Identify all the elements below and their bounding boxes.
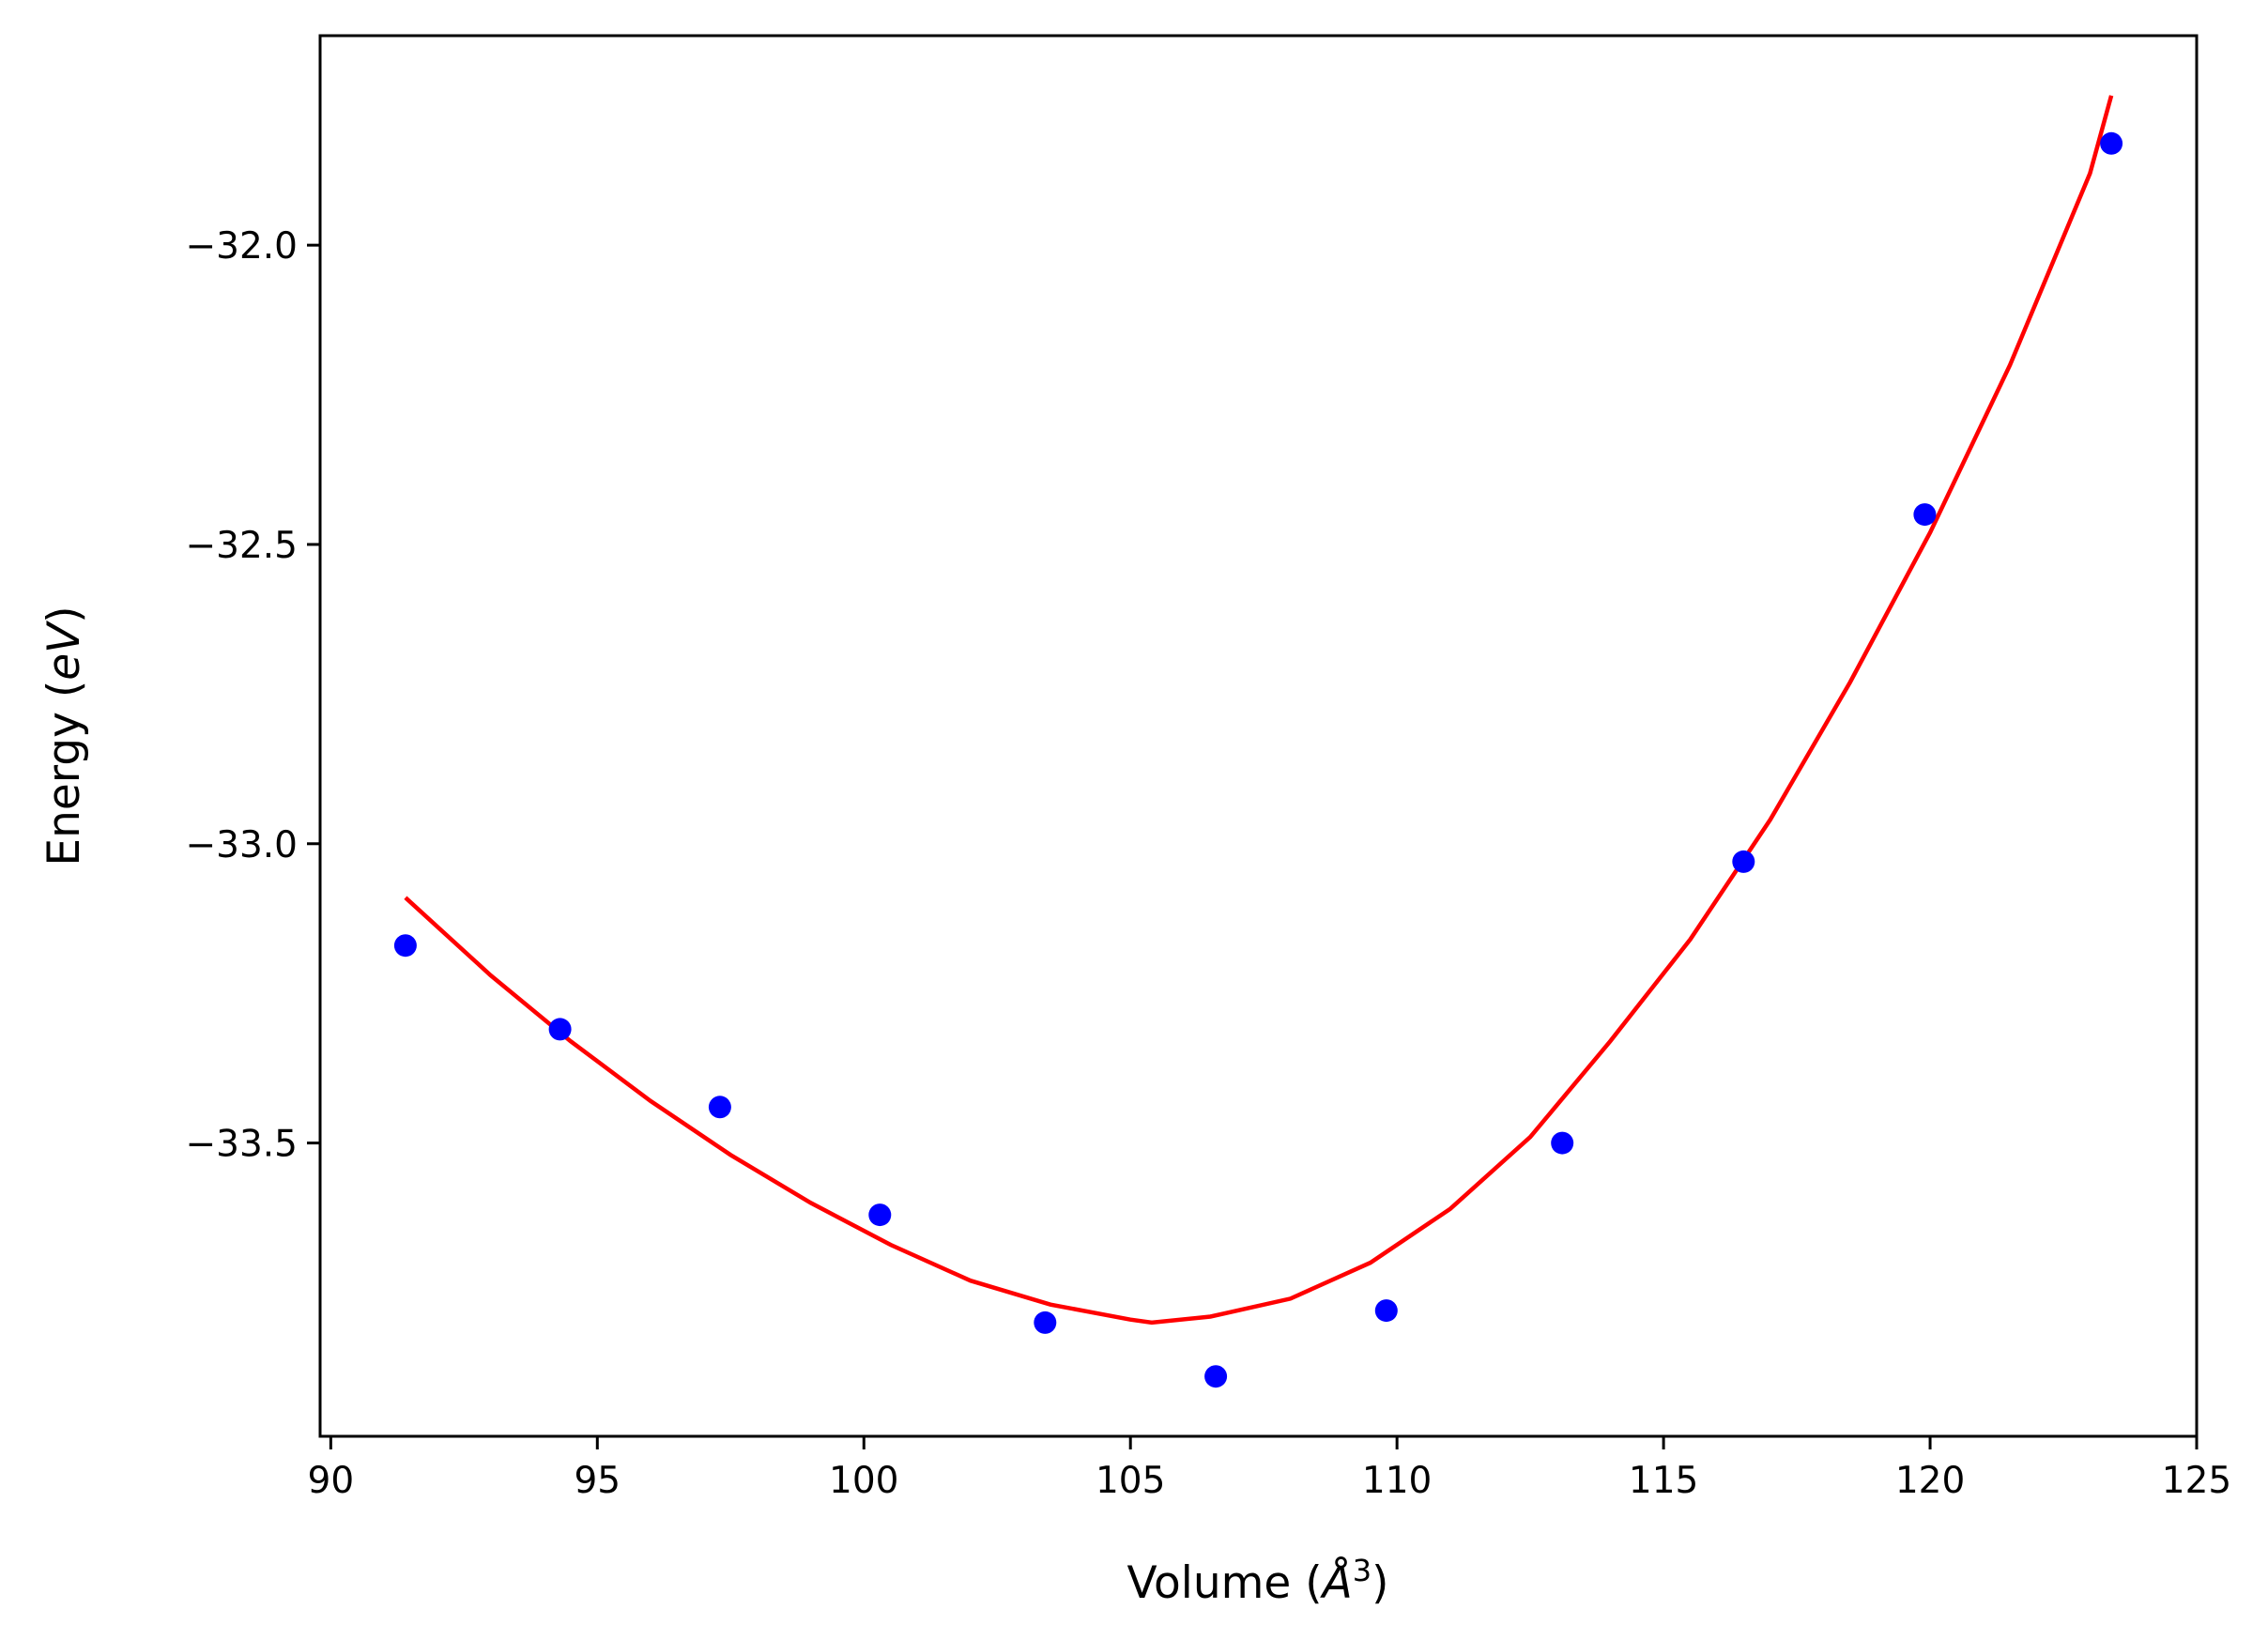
y-tick-label: −33.0 xyxy=(185,824,298,866)
data-point xyxy=(1204,1365,1228,1388)
y-tick-label: −33.5 xyxy=(185,1124,298,1166)
data-point xyxy=(708,1096,731,1119)
data-point xyxy=(2100,131,2123,155)
y-axis: −32.0 −32.5 −33.0 −33.5 xyxy=(185,225,320,1166)
data-point xyxy=(1374,1299,1398,1323)
y-axis-title: Energy (eV) xyxy=(38,605,90,866)
x-tick-label: 105 xyxy=(1096,1460,1165,1502)
data-point xyxy=(1913,503,1937,527)
fit-curve xyxy=(404,95,2114,1326)
data-point xyxy=(1551,1131,1574,1155)
x-axis-title: Volume (Å3) xyxy=(1127,1553,1389,1609)
x-tick-label: 115 xyxy=(1629,1460,1698,1502)
x-tick-label: 120 xyxy=(1895,1460,1965,1502)
y-tick-label: −32.0 xyxy=(185,225,298,268)
data-point xyxy=(1034,1310,1057,1334)
x-tick-label: 125 xyxy=(2162,1460,2231,1502)
x-tick-label: 110 xyxy=(1362,1460,1432,1502)
x-tick-label: 100 xyxy=(829,1460,898,1502)
data-point xyxy=(393,934,417,958)
plot-area xyxy=(393,95,2123,1388)
data-point xyxy=(1732,850,1755,873)
data-point xyxy=(548,1018,572,1041)
x-axis: 90 95 100 105 110 115 120 125 xyxy=(308,1436,2231,1502)
y-tick-label: −32.5 xyxy=(185,525,298,567)
x-tick-label: 95 xyxy=(574,1460,621,1502)
axes-frame xyxy=(318,34,2199,1438)
data-point xyxy=(868,1203,892,1227)
x-tick-label: 90 xyxy=(308,1460,355,1502)
